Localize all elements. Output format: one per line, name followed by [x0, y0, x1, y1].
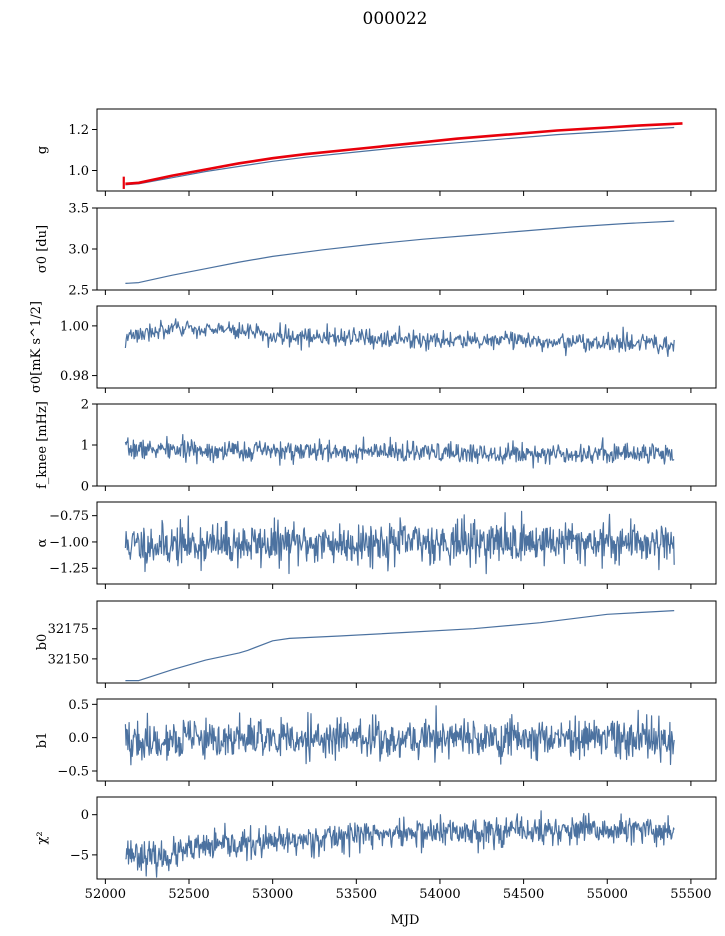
axes-frame	[96, 698, 717, 782]
series-group	[124, 318, 675, 357]
panel-7: −0.5 0.0 0.5 b1	[35, 698, 717, 786]
y-tick-label: −5	[70, 848, 89, 863]
y-tick-label: 32175	[48, 622, 89, 637]
y-axis-label: b0	[35, 634, 50, 651]
series-line-1	[125, 220, 675, 284]
y-tick-label: −0.5	[57, 765, 89, 780]
y-axis-label: σ0 [du]	[35, 225, 50, 273]
y-tick-label: −1.00	[49, 535, 89, 550]
series-line-1	[125, 610, 675, 682]
x-tick-label: 54000	[419, 887, 460, 902]
series-line-1	[125, 810, 675, 878]
y-axis-label: χ²	[35, 831, 50, 844]
series-group	[125, 122, 683, 186]
series-line-1	[124, 510, 675, 575]
series-line-1	[125, 126, 675, 186]
series-line-1	[124, 318, 675, 357]
x-tick-label: 53500	[336, 887, 377, 902]
panel-4: 0 1 2 f_knee [mHz]	[35, 398, 717, 495]
axes-frame	[96, 108, 717, 192]
panel-5: −1.25 −1.00 −0.75 α	[35, 501, 717, 589]
y-axis-label: g	[35, 146, 50, 154]
series-group	[125, 810, 675, 878]
y-axis-label: f_knee [mHz]	[35, 401, 50, 489]
x-axis-label: MJD	[391, 913, 420, 928]
axes-frame	[96, 796, 717, 880]
y-tick-label: 1.2	[68, 123, 89, 138]
panel-2: 2.5 3.0 3.5 σ0 [du]	[35, 202, 717, 299]
series-group	[124, 434, 675, 469]
y-tick-label: 32150	[48, 652, 89, 667]
series-group	[124, 705, 675, 766]
x-tick-label: 55000	[587, 887, 628, 902]
panel-3: 0.98 1.00 σ0[mK s^1/2]	[29, 301, 717, 393]
panels: 1.0 1.2 g 2.5 3.0 3.5 σ0 [du] 0.98 1.00 σ0[mK s^1…	[29, 108, 717, 902]
y-axis-label: σ0[mK s^1/2]	[29, 301, 44, 393]
series-group	[125, 220, 675, 284]
y-tick-label: −0.75	[49, 509, 89, 524]
y-tick-label: −1.25	[49, 562, 89, 577]
y-tick-label: 0.0	[68, 731, 89, 746]
x-tick-label: 53000	[252, 887, 293, 902]
x-tick-label: 54500	[503, 887, 544, 902]
y-tick-label: 0.5	[68, 698, 89, 713]
series-line-1	[124, 434, 675, 469]
y-tick-label: 1.00	[60, 319, 89, 334]
x-tick-label: 52000	[85, 887, 126, 902]
axes-frame	[96, 207, 717, 291]
x-tick-label: 52500	[168, 887, 209, 902]
y-tick-label: 1	[81, 439, 89, 454]
y-tick-label: 2	[81, 398, 89, 413]
figure-title: 000022	[363, 9, 428, 29]
y-tick-label: 0.98	[60, 369, 89, 384]
axes-frame	[96, 403, 717, 487]
series-line-1	[124, 705, 675, 766]
axes-frame	[96, 305, 717, 389]
y-tick-label: 0	[81, 808, 89, 823]
panel-8: −5 0 52000 52500 53000 53500 54000 54500 55000 55…	[35, 796, 717, 902]
series-group	[125, 610, 675, 682]
x-tick-label: 55500	[670, 887, 711, 902]
axes-frame	[96, 501, 717, 585]
panel-1: 1.0 1.2 g	[35, 108, 717, 196]
y-tick-label: 0	[81, 480, 89, 495]
y-tick-label: 2.5	[68, 284, 89, 299]
y-axis-label: α	[35, 538, 50, 547]
series-group	[124, 510, 675, 575]
axes-frame	[96, 600, 717, 684]
y-tick-label: 1.0	[68, 164, 89, 179]
series-line-2	[125, 122, 683, 186]
y-tick-label: 3.5	[68, 202, 89, 217]
y-tick-label: 3.0	[68, 243, 89, 258]
y-axis-label: b1	[35, 732, 50, 749]
